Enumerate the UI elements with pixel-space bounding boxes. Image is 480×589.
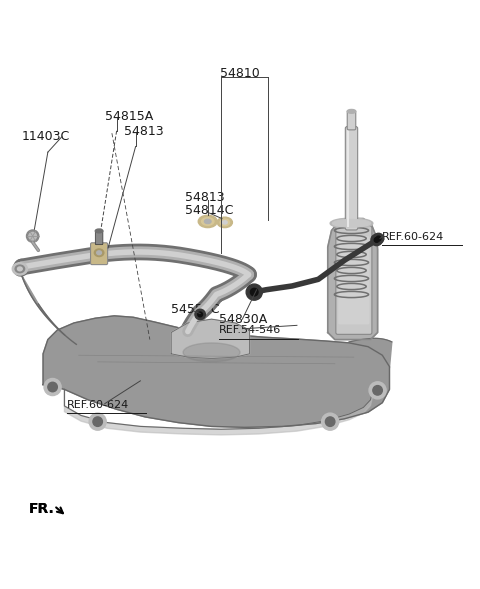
Polygon shape xyxy=(171,319,250,359)
Circle shape xyxy=(376,236,381,241)
FancyBboxPatch shape xyxy=(91,243,108,264)
Ellipse shape xyxy=(217,217,232,227)
Text: 54815A: 54815A xyxy=(105,110,153,123)
Circle shape xyxy=(373,386,383,395)
FancyBboxPatch shape xyxy=(96,230,103,244)
Ellipse shape xyxy=(96,251,101,254)
Text: REF.60-624: REF.60-624 xyxy=(383,231,444,241)
Ellipse shape xyxy=(330,218,373,229)
Text: 54810: 54810 xyxy=(220,67,260,80)
Ellipse shape xyxy=(96,229,103,233)
Ellipse shape xyxy=(95,249,104,257)
Text: REF.60-624: REF.60-624 xyxy=(67,399,129,409)
Ellipse shape xyxy=(183,343,240,362)
Ellipse shape xyxy=(17,267,22,271)
Circle shape xyxy=(369,382,386,399)
Polygon shape xyxy=(342,338,392,368)
Circle shape xyxy=(246,284,262,300)
FancyBboxPatch shape xyxy=(336,226,372,335)
Text: 54830A: 54830A xyxy=(219,313,267,326)
Ellipse shape xyxy=(333,220,371,227)
Circle shape xyxy=(44,379,61,396)
FancyBboxPatch shape xyxy=(347,110,356,130)
Ellipse shape xyxy=(204,219,211,224)
Polygon shape xyxy=(22,276,76,345)
Circle shape xyxy=(29,232,36,240)
FancyBboxPatch shape xyxy=(345,127,358,230)
Circle shape xyxy=(373,233,384,244)
Text: REF.54-546: REF.54-546 xyxy=(219,325,281,335)
Circle shape xyxy=(374,237,379,242)
Ellipse shape xyxy=(12,263,27,275)
Polygon shape xyxy=(328,219,378,340)
Circle shape xyxy=(195,309,205,320)
Polygon shape xyxy=(43,316,389,428)
Text: FR.: FR. xyxy=(29,502,55,517)
Ellipse shape xyxy=(198,215,217,227)
Circle shape xyxy=(26,230,39,242)
Circle shape xyxy=(251,289,258,296)
Ellipse shape xyxy=(222,221,227,224)
Text: 11403C: 11403C xyxy=(22,130,70,143)
Ellipse shape xyxy=(15,265,24,273)
Circle shape xyxy=(325,417,335,426)
Ellipse shape xyxy=(220,219,229,226)
Circle shape xyxy=(93,417,102,426)
Ellipse shape xyxy=(347,110,356,113)
Text: 54813: 54813 xyxy=(185,191,225,204)
Ellipse shape xyxy=(202,218,214,225)
Text: 54814C: 54814C xyxy=(185,204,234,217)
Circle shape xyxy=(322,413,339,430)
FancyBboxPatch shape xyxy=(338,236,370,325)
Text: 54559C: 54559C xyxy=(171,303,220,316)
Text: FR.: FR. xyxy=(29,502,55,517)
Polygon shape xyxy=(64,389,373,435)
Circle shape xyxy=(371,234,383,246)
Text: 54813: 54813 xyxy=(124,125,163,138)
Circle shape xyxy=(48,382,57,392)
Circle shape xyxy=(89,413,106,430)
Circle shape xyxy=(198,312,203,317)
